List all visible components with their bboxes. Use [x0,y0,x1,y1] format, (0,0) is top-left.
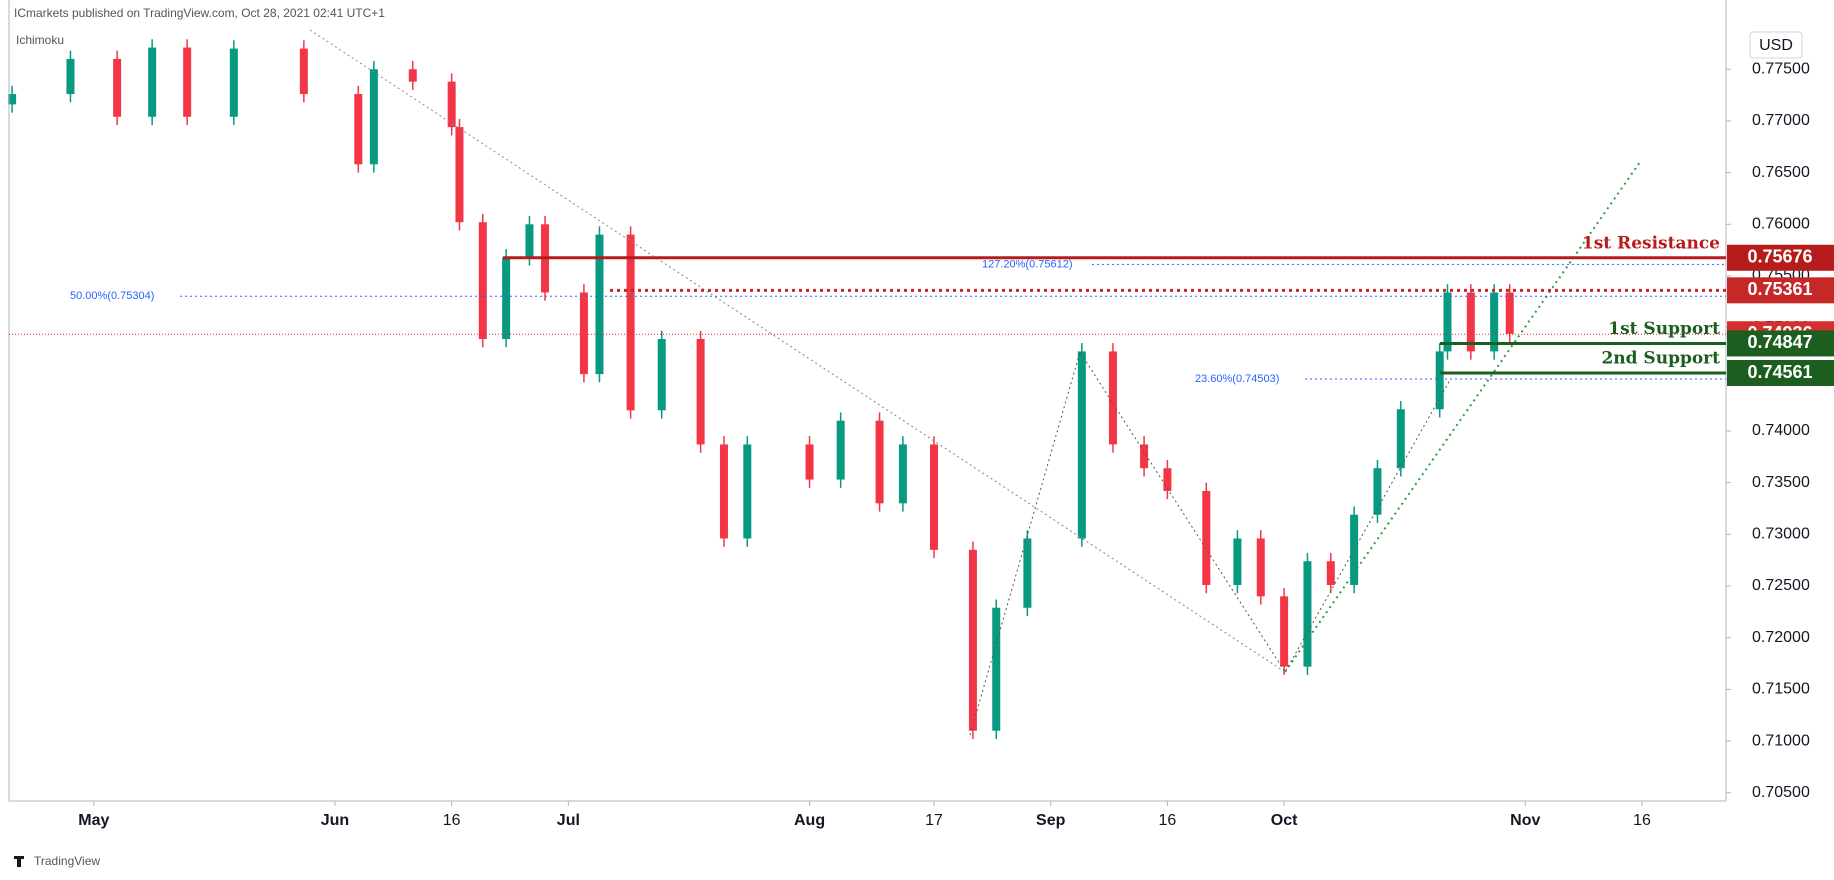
candle-body [354,94,363,165]
candle-body [8,94,17,105]
candle-body [502,257,511,340]
x-tick-label: 16 [443,812,461,829]
candle-body [930,444,939,550]
candle-body [595,234,604,375]
candle-body [968,549,977,731]
candle-body [1443,292,1452,352]
candle-body [626,234,635,411]
candle-body [229,48,238,117]
candle-body [447,81,456,128]
level-value: 0.74847 [1747,332,1812,352]
indicator-label: Ichimoku [16,33,64,47]
candle-body [1140,444,1149,469]
candle-body [1373,468,1382,515]
x-tick-label: 16 [1159,812,1177,829]
candle-body [148,47,157,117]
candle-body [1303,561,1312,667]
candle-body [1505,292,1514,334]
candle-body [1280,596,1289,667]
x-tick-label: Aug [794,812,825,829]
candle-body [1466,292,1475,352]
y-tick-label: 0.73000 [1752,526,1810,543]
y-tick-label: 0.73500 [1752,474,1810,491]
y-tick-label: 0.76000 [1752,215,1810,232]
candle-body [525,224,534,258]
y-tick-label: 0.76500 [1752,164,1810,181]
level-value: 0.75361 [1747,279,1812,299]
candle-body [1326,561,1335,585]
level-name: 1st Resistance [1582,233,1720,253]
level-box [1727,360,1834,387]
x-tick-label: 16 [1633,812,1651,829]
x-tick-label: Sep [1036,812,1066,829]
candle-body [1233,538,1242,585]
y-tick-label: 0.70500 [1752,784,1810,801]
level-value: 0.75676 [1747,247,1812,267]
candle-body [696,339,705,445]
y-tick-label: 0.71500 [1752,681,1810,698]
header: ICmarkets published on TradingView.com, … [14,6,385,20]
candle-body [898,444,907,504]
candle-body [579,292,588,375]
plot-area [8,39,1514,739]
level-box [1727,330,1834,357]
candle-body [478,222,487,340]
x-tick-label: 17 [925,812,943,829]
candle-body [66,58,75,95]
logo [14,856,24,867]
x-tick-label: Nov [1510,812,1540,829]
candle-body [805,444,814,480]
candle-body [719,444,728,539]
candle-body [657,339,666,411]
fib-label: 23.60%(0.74503) [1195,373,1279,385]
candle-body [1077,351,1086,539]
y-tick-label: 0.74000 [1752,422,1810,439]
candle-body [408,69,417,82]
y-tick-label: 0.72500 [1752,577,1810,594]
candle-body [836,420,845,480]
x-tick-label: Jun [321,812,349,829]
candle-body [113,58,122,117]
fib-label: 127.20%(0.75612) [982,258,1073,270]
x-tick-label: Oct [1271,812,1298,829]
fib-label: 50.00%(0.75304) [70,290,154,302]
candle-body [299,48,308,95]
candle-body [1023,538,1032,608]
candle-body [1490,292,1499,352]
candle-body [1108,351,1117,445]
footer: TradingView [34,854,100,868]
candle-body [1396,409,1405,469]
level-box [1727,277,1834,304]
candle-body [369,69,378,165]
candle-body [743,444,752,539]
currency-box [1749,31,1803,59]
candle-body [455,127,464,223]
candle-body [1256,538,1265,597]
candle-body [1163,468,1172,491]
y-tick-label: 0.71000 [1752,732,1810,749]
y-tick-label: 0.72000 [1752,629,1810,646]
candle-body [183,47,192,117]
y-tick-label: 0.77500 [1752,60,1810,77]
candle-body [875,420,884,504]
candle-body [1202,490,1211,585]
level-box [1727,244,1834,271]
currency: USD [1759,37,1793,54]
y-tick-label: 0.77000 [1752,112,1810,129]
x-tick-label: May [78,812,109,829]
pattern-line [969,350,1451,736]
candle-body [1435,351,1444,410]
level-value: 0.74561 [1747,362,1812,382]
uptrend-line [1284,161,1641,673]
level-name: 2nd Support [1601,349,1720,369]
candle-body [992,607,1001,731]
candle-body [1350,514,1359,585]
x-tick-label: Jul [557,812,580,829]
level-name: 1st Support [1608,319,1720,339]
